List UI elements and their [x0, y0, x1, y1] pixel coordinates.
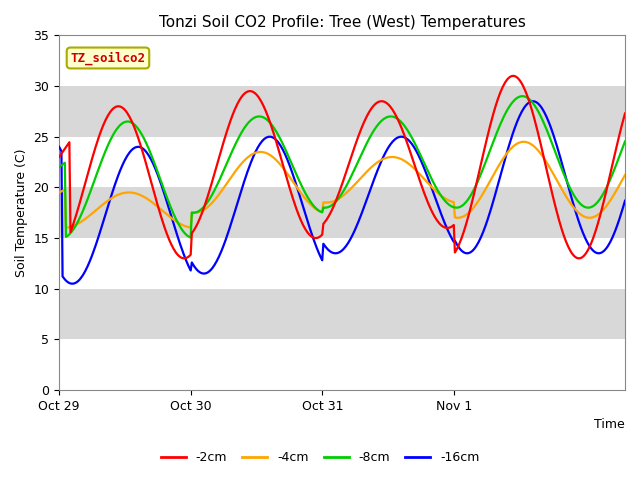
Bar [59, 238, 625, 289]
Y-axis label: Soil Temperature (C): Soil Temperature (C) [15, 148, 28, 277]
Text: TZ_soilco2: TZ_soilco2 [70, 51, 145, 65]
Title: Tonzi Soil CO2 Profile: Tree (West) Temperatures: Tonzi Soil CO2 Profile: Tree (West) Temp… [159, 15, 525, 30]
Bar [59, 36, 625, 86]
Bar [59, 137, 625, 187]
Legend: -2cm, -4cm, -8cm, -16cm: -2cm, -4cm, -8cm, -16cm [156, 446, 484, 469]
X-axis label: Time: Time [595, 419, 625, 432]
Bar [59, 339, 625, 390]
